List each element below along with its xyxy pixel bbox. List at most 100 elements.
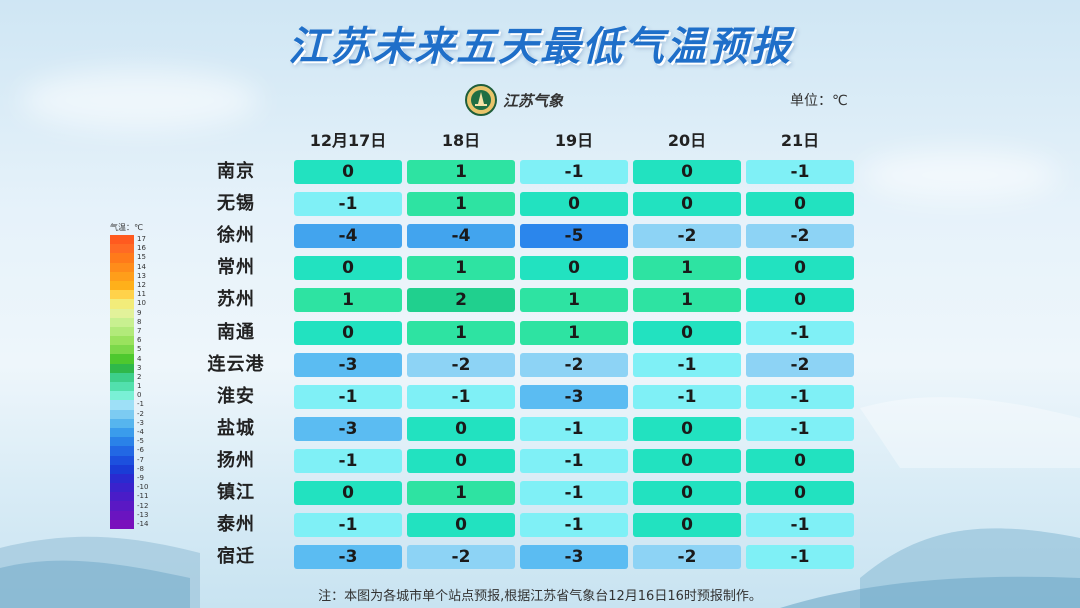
legend-label: -1 (137, 400, 144, 409)
legend-title: 气温：℃ (110, 223, 143, 232)
legend-swatch (110, 418, 134, 428)
unit-label: 单位：℃ (790, 93, 848, 109)
legend-scale: 17 16 15 14 13 12 11 10 9 8 7 6 5 4 3 2 1 0 -1 -2 -3 -4 -5 -6 -7… (110, 235, 148, 529)
temperature-cell: 1 (407, 160, 515, 184)
temperature-cell: -1 (407, 384, 515, 409)
legend-swatch (110, 510, 134, 520)
legend-label: 1 (137, 382, 142, 391)
legend-swatch (110, 336, 134, 346)
temperature-cell: 0 (520, 256, 628, 281)
legend-swatch (110, 473, 134, 484)
legend-label: 2 (137, 372, 142, 381)
legend-swatch (110, 483, 134, 493)
legend-step: -7 (110, 455, 148, 465)
legend-label: -10 (137, 483, 149, 492)
temperature-cell: 0 (633, 481, 741, 505)
legend-label: -3 (137, 418, 144, 427)
legend-label: 0 (137, 391, 142, 400)
temperature-cell: -2 (520, 352, 628, 377)
legend-step: 6 (110, 336, 148, 346)
temperature-cell: 1 (633, 256, 741, 281)
temperature-cell: -1 (294, 448, 402, 473)
temperature-cell: -1 (520, 160, 628, 184)
temperature-cell: 0 (520, 192, 628, 217)
temperature-cell: -1 (520, 416, 628, 441)
temperature-cell: -1 (294, 513, 402, 538)
legend-step: 15 (110, 253, 148, 263)
temperature-cell: 1 (407, 481, 515, 505)
temperature-cell: -1 (633, 352, 741, 377)
cloud (860, 150, 1060, 200)
column-header: 19日 (554, 131, 594, 150)
legend-step: -12 (110, 501, 149, 511)
logo-text: 江苏气象 (503, 91, 564, 110)
temperature-cell: 1 (294, 288, 402, 313)
legend-swatch (110, 501, 134, 511)
temperature-cell: 0 (746, 448, 854, 473)
temperature-cell: -3 (294, 545, 402, 570)
temperature-cell: 0 (407, 416, 515, 441)
legend-swatch (110, 244, 134, 254)
legend-swatch (110, 363, 134, 373)
temperature-cell: 2 (407, 288, 515, 313)
legend-step: -3 (110, 418, 148, 428)
legend-label: 13 (137, 271, 146, 280)
legend-label: 6 (137, 336, 142, 345)
legend-label: -6 (137, 446, 144, 455)
legend-step: 11 (110, 290, 148, 300)
legend-step: -10 (110, 483, 149, 493)
legend-step: -5 (110, 437, 148, 447)
legend-label: -14 (137, 519, 149, 528)
temperature-cell: 0 (633, 192, 741, 217)
temperature-cell: -2 (407, 352, 515, 377)
legend-label: -12 (137, 501, 149, 510)
legend-label: 14 (137, 262, 146, 271)
legend-swatch (110, 409, 134, 419)
temperature-cell: 0 (746, 256, 854, 281)
legend-step: -13 (110, 510, 149, 520)
temperature-cell: -1 (746, 160, 854, 184)
footnote: 注：本图为各城市单个站点预报,根据江苏省气象台12月16日16时预报制作。 (318, 589, 762, 604)
legend-label: -9 (137, 473, 144, 482)
legend-step: -8 (110, 464, 148, 474)
temperature-cell: 0 (294, 256, 402, 281)
legend-step: -9 (110, 473, 148, 484)
cloud (20, 70, 260, 130)
legend-step: -11 (110, 492, 148, 502)
legend-label: 10 (137, 299, 146, 308)
temperature-cell: -3 (520, 545, 628, 570)
legend-swatch (110, 317, 134, 327)
city-label: 盐城 (217, 417, 255, 439)
legend-swatch (110, 455, 134, 465)
temperature-cell: 0 (746, 288, 854, 313)
temperature-cell: -1 (746, 513, 854, 538)
temperature-cell: 1 (633, 288, 741, 313)
legend-swatch (110, 372, 134, 382)
legend-swatch (110, 235, 134, 245)
city-label: 淮安 (217, 385, 255, 407)
legend-step: 1 (110, 382, 148, 392)
legend-step: 16 (110, 244, 148, 254)
legend-swatch (110, 446, 134, 456)
legend-swatch (110, 492, 134, 502)
legend-step: 12 (110, 280, 148, 291)
temperature-cell: 0 (633, 320, 741, 345)
legend-swatch (110, 382, 134, 392)
city-label: 扬州 (217, 449, 255, 471)
legend-step: 10 (110, 299, 148, 309)
column-header: 21日 (780, 131, 820, 150)
column-header: 20日 (667, 131, 707, 150)
temperature-cell: 1 (407, 320, 515, 345)
temperature-cell: -5 (520, 224, 628, 249)
city-label: 连云港 (207, 353, 265, 375)
legend-step: 3 (110, 363, 148, 373)
legend-label: -13 (137, 510, 149, 519)
temperature-cell: 1 (407, 192, 515, 217)
legend-label: -2 (137, 409, 144, 418)
temperature-cell: -4 (407, 224, 515, 249)
legend-step: 5 (110, 345, 148, 355)
legend-label: 3 (137, 363, 142, 372)
temperature-cell: -3 (520, 384, 628, 409)
legend-label: 7 (137, 326, 142, 335)
legend-label: -5 (137, 437, 144, 446)
